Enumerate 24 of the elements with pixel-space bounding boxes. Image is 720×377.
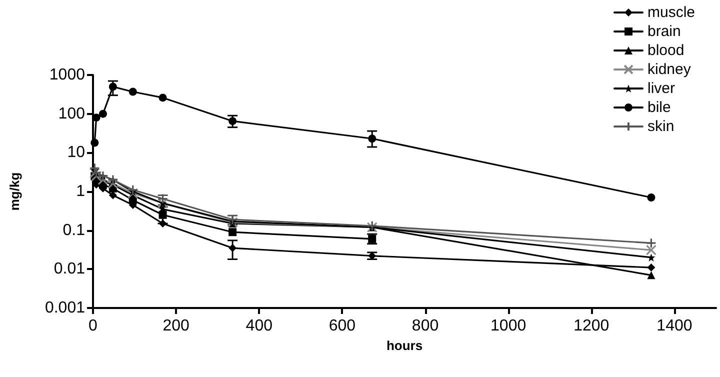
x-tick-label: 1000 [490,318,526,334]
y-axis-title: mg/kg [7,172,22,211]
x-tick-label: 200 [162,318,190,334]
x-tick-label: 400 [246,318,273,334]
y-tick-label: 1000 [49,66,86,84]
x-axis-title: hours [386,338,423,353]
x-tick-label: 600 [328,318,356,334]
legend-label: liver [647,80,676,97]
y-tick-label: 0.001 [44,300,86,316]
x-tick-label: 0 [88,318,98,334]
legend-label: blood [647,42,684,59]
y-tick-label: 0.1 [62,222,86,239]
y-tick-label: 1 [76,183,86,200]
x-tick-label: 1400 [656,318,692,334]
legend-label: brain [647,23,681,40]
legend-label: bile [647,99,671,116]
x-tick-label: 800 [412,318,439,334]
legend-label: muscle [647,4,696,21]
y-tick-label: 10 [67,144,86,162]
legend-label: kidney [647,61,692,78]
y-tick-label: 100 [58,105,86,122]
y-tick-label: 0.01 [54,260,86,278]
legend-label: skin [647,118,674,135]
x-tick-label: 1200 [574,318,610,334]
